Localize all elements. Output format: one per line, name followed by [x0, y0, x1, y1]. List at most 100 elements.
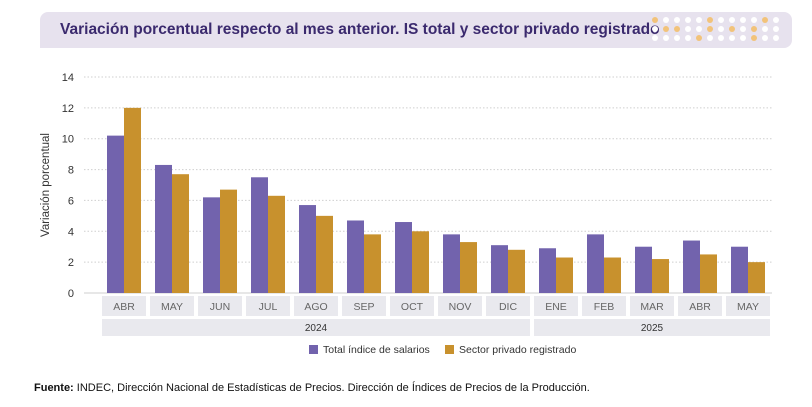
decorative-dots — [652, 15, 788, 45]
bar — [443, 234, 460, 293]
source-label: Fuente: — [34, 382, 74, 394]
decorative-dot — [707, 26, 713, 32]
bar — [220, 189, 237, 293]
legend-swatch — [309, 345, 318, 354]
decorative-dot — [707, 35, 713, 41]
bar — [203, 197, 220, 293]
bar — [268, 195, 285, 293]
source-text: INDEC, Dirección Nacional de Estadística… — [73, 382, 590, 394]
y-tick-label: 12 — [62, 103, 74, 115]
y-tick-label: 14 — [62, 72, 74, 84]
bar — [491, 245, 508, 293]
category-label-box — [198, 296, 242, 316]
category-label-box — [150, 296, 194, 316]
legend-swatch — [445, 345, 454, 354]
y-tick-label: 4 — [68, 226, 74, 238]
bar — [604, 257, 621, 293]
category-label-box — [102, 296, 146, 316]
decorative-dot — [674, 17, 680, 23]
bar — [587, 234, 604, 293]
source-note: Fuente: INDEC, Dirección Nacional de Est… — [34, 382, 590, 394]
decorative-dot — [740, 26, 746, 32]
decorative-dot — [729, 26, 735, 32]
decorative-dot — [663, 17, 669, 23]
x-tick-label: NOV — [449, 301, 472, 313]
y-tick-label: 0 — [68, 288, 74, 300]
decorative-dot — [751, 17, 757, 23]
year-group-label: 2025 — [641, 323, 664, 334]
decorative-dot — [762, 35, 768, 41]
x-tick-label: ABR — [113, 301, 135, 313]
decorative-dot — [773, 35, 779, 41]
decorative-dot — [652, 17, 658, 23]
decorative-dot — [685, 17, 691, 23]
decorative-dot — [751, 35, 757, 41]
y-tick-label: 2 — [68, 257, 74, 269]
bar — [748, 262, 765, 293]
x-tick-label: FEB — [594, 301, 614, 313]
category-label-box — [678, 296, 722, 316]
decorative-dot — [685, 26, 691, 32]
decorative-dot — [740, 35, 746, 41]
bar — [508, 249, 525, 293]
bar — [652, 259, 669, 293]
x-tick-label: ENE — [545, 301, 567, 313]
bar — [556, 257, 573, 293]
category-label-box — [630, 296, 674, 316]
bar — [251, 177, 268, 293]
category-label-box — [246, 296, 290, 316]
x-tick-label: AGO — [304, 301, 327, 313]
x-tick-label: ABR — [689, 301, 711, 313]
bar — [107, 135, 124, 293]
decorative-dot — [751, 26, 757, 32]
bar — [731, 246, 748, 293]
decorative-dot — [696, 26, 702, 32]
category-label-box — [342, 296, 386, 316]
category-label-box — [726, 296, 770, 316]
decorative-dot — [652, 35, 658, 41]
decorative-dot — [773, 26, 779, 32]
bar — [155, 164, 172, 293]
chart-title: Variación porcentual respecto al mes ant… — [60, 21, 660, 38]
year-group-box — [102, 319, 530, 336]
bar — [412, 231, 429, 293]
decorative-dot — [729, 17, 735, 23]
decorative-dot — [718, 17, 724, 23]
bar — [172, 174, 189, 293]
decorative-dot — [762, 26, 768, 32]
chart-title-bar: Variación porcentual respecto al mes ant… — [40, 12, 792, 48]
decorative-dot — [773, 17, 779, 23]
x-tick-label: JUL — [259, 301, 278, 313]
year-group-label: 2024 — [305, 323, 328, 334]
decorative-dot — [674, 35, 680, 41]
decorative-dot — [718, 26, 724, 32]
bar — [395, 222, 412, 293]
decorative-dot — [740, 17, 746, 23]
x-tick-label: MAR — [640, 301, 664, 313]
x-tick-label: OCT — [401, 301, 424, 313]
y-axis-label: Variación porcentual — [40, 133, 52, 237]
decorative-dot — [685, 35, 691, 41]
y-tick-label: 6 — [68, 195, 74, 207]
bar — [364, 234, 381, 293]
decorative-dot — [762, 17, 768, 23]
bar-chart: 0 2 4 6 8 10 12 14 Variación porcentual ABR MAY JUN… — [40, 72, 772, 356]
y-tick-label: 10 — [62, 134, 74, 146]
decorative-dot — [696, 17, 702, 23]
category-label-box — [294, 296, 338, 316]
x-tick-label: JUN — [210, 301, 230, 313]
year-group-box — [534, 319, 770, 336]
legend-label: Total índice de salarios — [323, 344, 430, 356]
category-label-box — [486, 296, 530, 316]
bar — [299, 205, 316, 293]
category-label-box — [390, 296, 434, 316]
decorative-dot — [674, 26, 680, 32]
decorative-dot — [663, 26, 669, 32]
x-tick-label: MAY — [737, 301, 759, 313]
y-tick-label: 8 — [68, 165, 74, 177]
bar — [635, 246, 652, 293]
x-tick-label: DIC — [499, 301, 518, 313]
decorative-dot — [729, 35, 735, 41]
bar — [460, 242, 477, 293]
bar — [124, 107, 141, 293]
